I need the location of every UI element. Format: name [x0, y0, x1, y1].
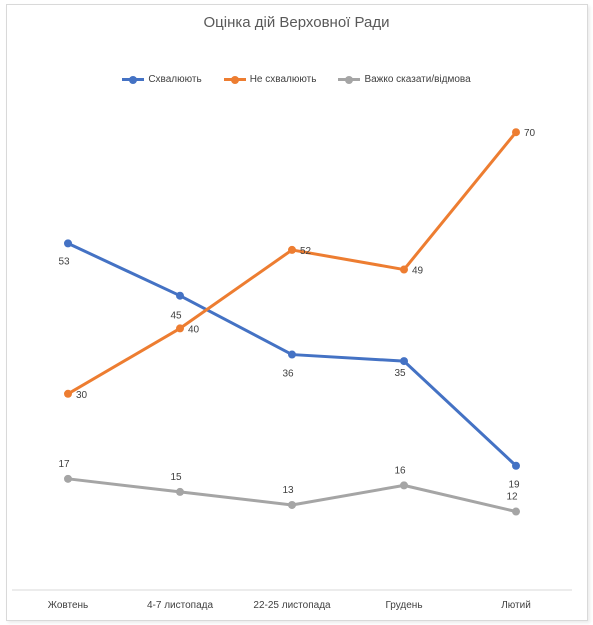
legend-item-approve: Схвалюють — [122, 74, 202, 85]
data-point-approve-liutyi — [512, 461, 520, 470]
data-point-hard-to-say-hruden — [400, 481, 408, 490]
data-point-hard-to-say-zhovten — [64, 474, 72, 483]
data-point-approve-zhovten — [64, 239, 72, 248]
chart-frame — [6, 4, 588, 621]
data-label-hard-to-say-hruden: 16 — [394, 465, 406, 476]
data-label-hard-to-say-liutyi: 12 — [506, 492, 518, 503]
data-point-disapprove-hruden — [400, 265, 408, 274]
data-label-disapprove-lystopad-4-7: 40 — [188, 324, 200, 335]
data-label-hard-to-say-lystopad-4-7: 15 — [170, 472, 182, 483]
x-tick-label-zhovten: Жовтень — [48, 600, 89, 611]
data-point-approve-lystopad-22-25 — [288, 350, 296, 359]
data-point-disapprove-liutyi — [512, 128, 520, 137]
data-label-disapprove-zhovten: 30 — [76, 390, 88, 401]
legend-label-disapprove: Не схвалюють — [249, 74, 317, 85]
legend-swatch-hard-to-say — [338, 75, 361, 84]
data-label-disapprove-hruden: 49 — [412, 266, 424, 277]
legend-label-hard-to-say: Важко сказати/відмова — [364, 74, 471, 85]
data-label-disapprove-liutyi: 70 — [524, 128, 536, 139]
data-point-disapprove-zhovten — [64, 389, 72, 398]
data-point-disapprove-lystopad-4-7 — [176, 324, 184, 333]
data-point-approve-lystopad-4-7 — [176, 291, 184, 300]
legend-swatch-disapprove — [223, 75, 246, 84]
legend: Схвалюють Не схвалюють Важко сказати/від… — [0, 74, 593, 85]
legend-item-hard-to-say: Важко сказати/відмова — [338, 74, 471, 85]
x-tick-label-lystopad-22-25: 22-25 листопада — [253, 600, 331, 611]
data-point-hard-to-say-lystopad-22-25 — [288, 500, 296, 509]
data-label-approve-lystopad-4-7: 45 — [170, 311, 182, 322]
chart-title: Оцінка дій Верховної Ради — [203, 14, 390, 31]
data-label-disapprove-lystopad-22-25: 52 — [300, 246, 312, 257]
data-point-disapprove-lystopad-22-25 — [288, 245, 296, 254]
x-tick-label-hruden: Грудень — [385, 600, 422, 611]
data-label-approve-hruden: 35 — [394, 368, 406, 379]
x-tick-label-lystopad-4-7: 4-7 листопада — [147, 600, 213, 611]
data-label-approve-zhovten: 53 — [58, 256, 70, 267]
data-label-hard-to-say-zhovten: 17 — [58, 459, 70, 470]
x-tick-label-liutyi: Лютий — [501, 600, 531, 611]
data-point-approve-hruden — [400, 357, 408, 366]
data-point-hard-to-say-lystopad-4-7 — [176, 487, 184, 496]
legend-label-approve: Схвалюють — [148, 74, 202, 85]
data-label-hard-to-say-lystopad-22-25: 13 — [282, 485, 294, 496]
data-label-approve-lystopad-22-25: 36 — [282, 369, 294, 380]
data-point-hard-to-say-liutyi — [512, 507, 520, 516]
legend-swatch-approve — [122, 75, 145, 84]
data-label-approve-liutyi: 19 — [508, 480, 520, 491]
legend-item-disapprove: Не схвалюють — [223, 74, 317, 85]
